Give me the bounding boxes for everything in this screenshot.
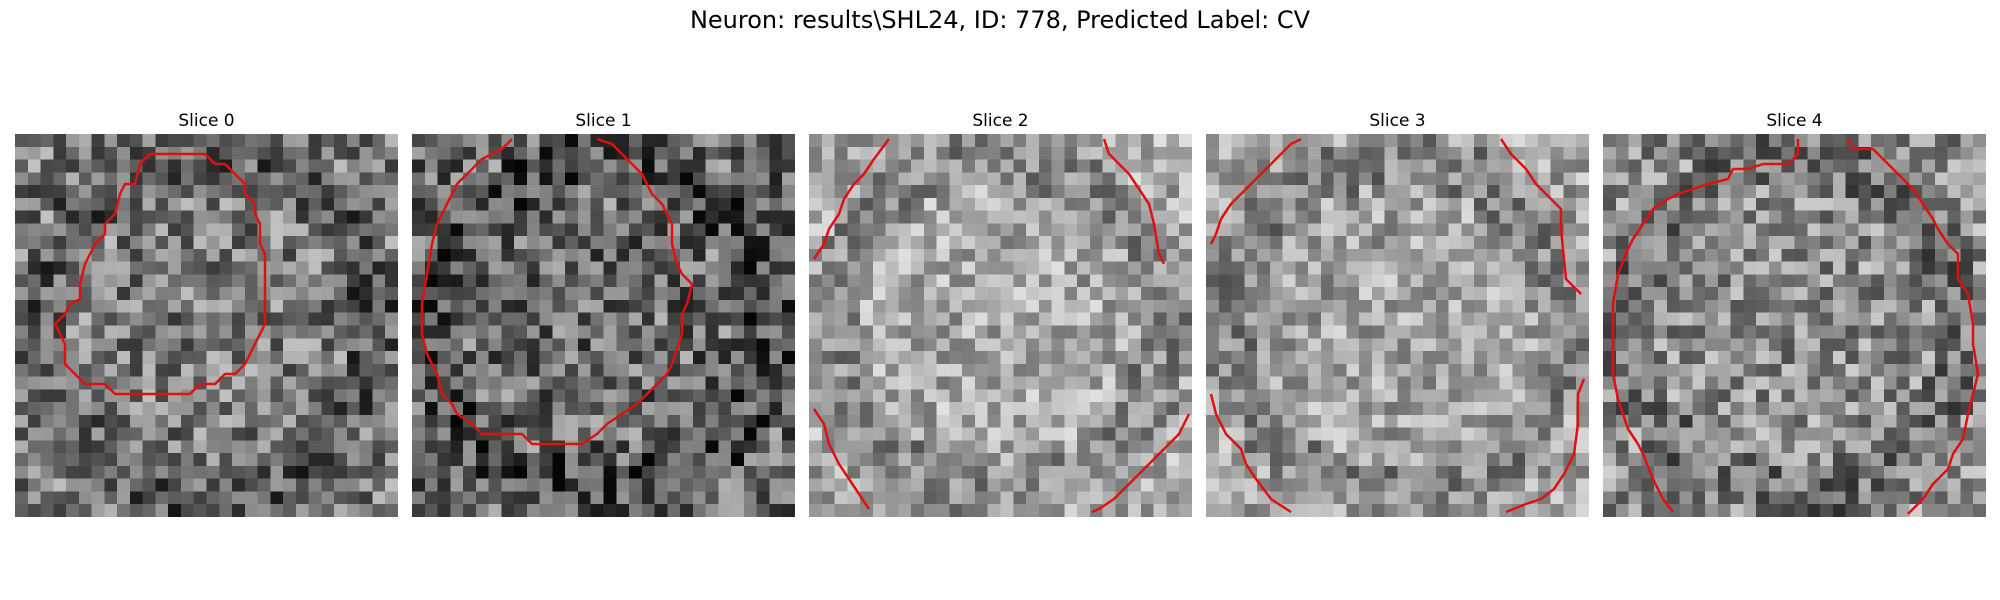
roi-contour [1209, 393, 1292, 514]
slice-title: Slice 3 [1369, 111, 1426, 131]
slice-title: Slice 1 [575, 111, 632, 131]
slice-panel-3: Slice 3 [1206, 108, 1589, 517]
slice-image [809, 134, 1192, 517]
slice-panel-4: Slice 4 [1603, 108, 1986, 517]
roi-contour-overlay [812, 138, 1191, 514]
slice-panel-2: Slice 2 [809, 108, 1192, 517]
roi-contour [812, 408, 871, 510]
slice-image [15, 134, 398, 517]
slice-panel-0: Slice 0 [15, 108, 398, 517]
roi-contour [1102, 138, 1166, 265]
roi-contour [1499, 138, 1582, 295]
roi-contour-overlay [1611, 138, 1980, 515]
slice-title: Slice 2 [972, 111, 1029, 131]
roi-contour [1091, 413, 1191, 514]
slice-panel-1: Slice 1 [412, 108, 795, 517]
figure-title: Neuron: results\SHL24, ID: 778, Predicte… [689, 6, 1311, 34]
slice-title: Slice 4 [1766, 111, 1823, 131]
roi-contour [812, 138, 890, 260]
slice-image [412, 134, 795, 517]
roi-contour [1209, 137, 1302, 245]
roi-contour [1505, 378, 1586, 514]
slice-image [1603, 134, 1986, 517]
roi-contour [1846, 138, 1980, 515]
roi-contour [53, 152, 267, 396]
roi-contour-overlay [53, 152, 267, 396]
roi-contour-overlay [420, 137, 694, 446]
roi-contour [1611, 139, 1800, 513]
slice-image [1206, 134, 1589, 517]
roi-contour [420, 137, 694, 446]
slice-title: Slice 0 [178, 111, 235, 131]
roi-contour-overlay [1209, 137, 1586, 514]
